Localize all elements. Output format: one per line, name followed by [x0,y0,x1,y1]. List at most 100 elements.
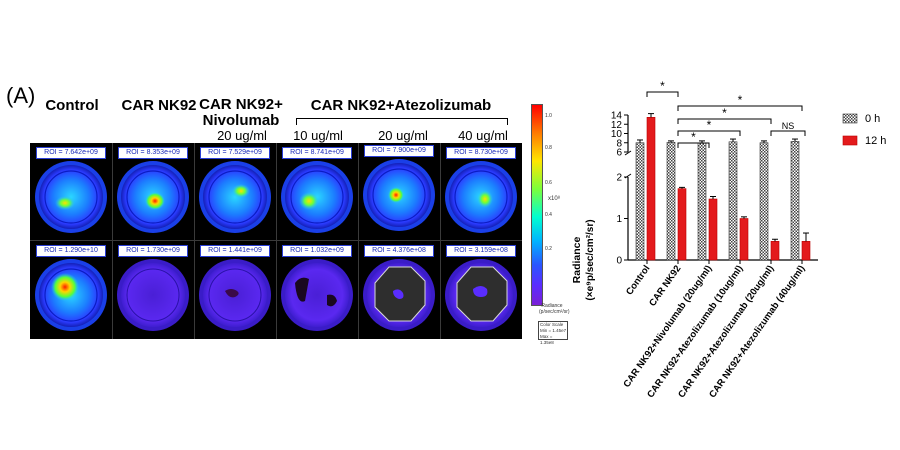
column-subtitle-atezo-20: 20 ug/ml [378,128,428,143]
significance-bracket [677,105,803,111]
significance-label: NS [782,121,795,131]
bar-0h [728,141,738,261]
well-nivolumab-12h: ROI = 1.441e+09 [195,243,275,337]
panel-label: (A) [6,83,36,108]
y-tick-label: 0 [616,256,622,267]
roi-value: ROI = 7.900e+09 [364,145,434,157]
well-atezo-20-0h: ROI = 7.900e+09 [359,143,439,237]
bar-12h [739,218,749,261]
colorbar-scale-line: Min = 1.45e7 [540,328,567,333]
significance-label: * [691,130,696,144]
significance-bracket [646,91,679,97]
y-tick-label: 2 [616,173,622,184]
bar-12h [708,198,718,261]
well-control-0h: ROI = 7.642e+09 [31,145,111,239]
well-atezo-10-0h: ROI = 8.741e+09 [277,145,357,239]
roi-value: ROI = 8.353e+09 [118,147,188,159]
well-nivolumab-0h: ROI = 7.529e+09 [195,145,275,239]
significance-bracket [677,142,710,148]
bar-0h [759,142,769,261]
colorbar-tick: 1.0 [545,113,552,119]
roi-value: ROI = 8.741e+09 [282,147,352,159]
well-image [445,259,517,331]
significance-bracket [770,130,806,136]
bar-12h [677,188,687,261]
group-title-atezolizumab: CAR NK92+Atezolizumab [310,97,492,114]
bar-0h [635,142,645,261]
group-bracket [296,118,508,125]
well-car-nk92-0h: ROI = 8.353e+09 [113,145,193,239]
column-subtitle-nivolumab: 20 ug/ml [217,128,267,143]
legend-label: 12 h [865,135,886,147]
grid-divider [276,143,277,339]
grid-divider [112,143,113,339]
well-image [117,259,189,331]
colorbar-tick: 0.8 [545,145,552,151]
significance-bracket [677,118,772,124]
imaging-grid: ROI = 7.642e+09 ROI = 8.353e+09 ROI = 7.… [30,143,522,339]
colorbar-scale-box: Color Scale Min = 1.45e7 Max = 1.35e8 [538,321,568,345]
significance-label: * [707,118,712,132]
well-image [363,259,435,331]
colorbar-unit: x10⁸ [548,196,561,202]
roi-value: ROI = 3.159e+08 [446,245,516,257]
legend-label: 0 h [865,113,880,125]
well-image [363,159,435,231]
radiance-bar-chart: Radiance (×e⁹p/sec/cm²/sr) 14121086210Co… [571,79,886,400]
colorbar-caption: Radiance (p/sec/cm²/sr) [539,303,570,315]
column-title-control: Control [45,97,99,114]
bar-12h [646,117,656,261]
y-tick-label: 8 [616,138,622,149]
significance-label: * [738,93,743,107]
legend-swatch [842,135,858,146]
colorbar-tick: 0.6 [545,180,552,186]
column-title-nivolumab: CAR NK92+ Nivolumab [199,96,283,129]
well-image [35,259,107,331]
significance-label: * [660,79,665,93]
well-image [281,161,353,233]
significance-label: * [722,106,727,120]
y-tick-label: 12 [611,120,623,131]
bar-0h [666,141,676,261]
grid-divider [440,143,441,339]
column-title-car-nk92: CAR NK92 [121,97,197,114]
y-tick-label: 6 [616,148,622,159]
y-axis-label: Radiance [571,236,583,283]
roi-value: ROI = 4.376e+08 [364,245,434,257]
roi-value: ROI = 1.730e+09 [118,245,188,257]
roi-value: ROI = 7.642e+09 [36,147,106,159]
legend-swatch [842,113,858,124]
well-image [199,161,271,233]
significance-bracket [677,130,741,136]
roi-value: ROI = 1.032e+09 [282,245,352,257]
well-image [117,161,189,233]
roi-value: ROI = 1.290e+10 [36,245,106,257]
well-atezo-10-12h: ROI = 1.032e+09 [277,243,357,337]
well-control-12h: ROI = 1.290e+10 [31,243,111,337]
colorbar-tick: 0.4 [545,212,552,218]
colorbar-scale-line: Max = 1.35e8 [540,334,554,345]
bar-0h [697,142,707,261]
well-atezo-20-12h: ROI = 4.376e+08 [359,243,439,337]
roi-value: ROI = 1.441e+09 [200,245,270,257]
well-image [35,161,107,233]
y-tick-label: 1 [616,214,622,225]
grid-divider [358,143,359,339]
roi-value: ROI = 7.529e+09 [200,147,270,159]
y-tick-label: 10 [611,129,623,140]
y-axis-label-units: (×e⁹p/sec/cm²/sr) [585,219,596,300]
grid-divider [194,143,195,339]
well-atezo-40-12h: ROI = 3.159e+08 [441,243,521,337]
bar-0h [790,141,800,261]
roi-value: ROI = 8.730e+09 [446,147,516,159]
well-image [445,161,517,233]
well-atezo-40-0h: ROI = 8.730e+09 [441,145,521,239]
y-tick-label: 14 [611,111,623,122]
grid-divider [30,240,522,241]
colorbar-scale-line: Color Scale [540,322,564,327]
well-car-nk92-12h: ROI = 1.730e+09 [113,243,193,337]
colorbar-tick: 0.2 [545,246,552,252]
well-image [281,259,353,331]
column-subtitle-atezo-10: 10 ug/ml [293,128,343,143]
axis-break-mark [624,150,632,156]
